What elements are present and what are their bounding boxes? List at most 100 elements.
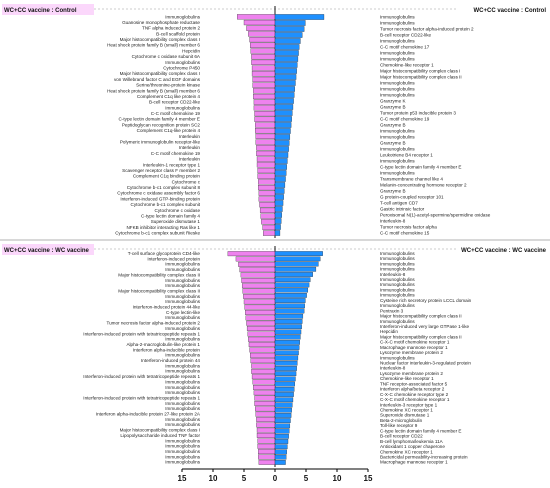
- bar-up: [274, 170, 287, 176]
- right-gene-label: C-X-C motif chemokine receptor 1: [380, 340, 450, 345]
- bar-down: [248, 336, 276, 342]
- left-gene-label: B-cell scaffold protein: [156, 31, 200, 36]
- left-gene-label: Interferon alpha-inducible protein 27-li…: [96, 412, 201, 417]
- right-gene-label: TNF receptor-associated factor 5: [380, 381, 448, 386]
- bar-down: [262, 224, 276, 231]
- panel-title-left: WC+CC vaccine : Control: [4, 8, 77, 14]
- bar-up: [274, 413, 292, 418]
- left-gene-label: NFKB inhibitor interacting Ras like 1: [126, 225, 200, 230]
- left-gene-label: Interleukin: [179, 145, 201, 150]
- right-gene-label: Immunoglobulins: [380, 303, 415, 308]
- bar-down: [245, 315, 276, 321]
- bar-down: [235, 256, 276, 262]
- right-gene-label: C-C motif chemokine 17: [380, 45, 430, 50]
- bar-down: [257, 443, 276, 449]
- bar-up: [274, 212, 282, 218]
- right-gene-label: Superoxide dismutase 1: [380, 413, 430, 418]
- bar-up: [274, 176, 286, 182]
- bar-down: [259, 207, 276, 213]
- bar-up: [274, 454, 287, 460]
- right-gene-label: Chemokine-like receptor 1: [380, 376, 434, 381]
- left-gene-label: Cytochrome b-c1 complex subunit Rieske: [115, 231, 200, 236]
- left-gene-label: Interferon-induced protein with tetratri…: [83, 395, 200, 400]
- panel-title-right: WC+CC vaccine : Control: [473, 8, 546, 14]
- right-gene-label: Granzyme B: [380, 105, 406, 110]
- left-gene-label: Immunoglobulins: [165, 363, 200, 368]
- bar-up: [274, 14, 325, 20]
- left-gene-label: Superoxide dismutase 1: [151, 219, 201, 224]
- bar-down: [252, 379, 276, 385]
- left-gene-label: Immunoglobulins: [165, 14, 200, 19]
- left-gene-label: Immunoglobulins: [165, 353, 200, 358]
- title-left-bg: [2, 244, 94, 255]
- bar-up: [274, 158, 288, 164]
- right-gene-label: Immunoglobulins: [380, 277, 415, 282]
- bar-down: [242, 288, 276, 294]
- bar-down: [258, 196, 276, 202]
- left-gene-label: Cytochrome P450: [163, 66, 200, 71]
- left-gene-label: Major histocompatibility complex class I: [120, 71, 200, 76]
- bar-down: [252, 76, 276, 83]
- left-gene-label: Scavenger receptor class F member 2: [122, 168, 200, 173]
- bar-down: [251, 54, 276, 60]
- right-gene-label: Immunoglobulins: [380, 81, 415, 86]
- bar-down: [261, 219, 276, 225]
- panel-1: WC+CC vaccine : Control WC+CC vaccine : C…: [0, 4, 550, 241]
- bar-up: [274, 218, 282, 224]
- bar-down: [245, 310, 276, 315]
- right-gene-label: Immunoglobulins: [380, 15, 415, 20]
- bar-down: [249, 347, 276, 353]
- right-gene-label: C-type lectin domain family 4 member E: [380, 428, 461, 433]
- bar-down: [252, 82, 276, 88]
- bar-up: [274, 334, 301, 340]
- bar-down: [250, 358, 276, 364]
- left-gene-label: Complement C1q like protein 4: [137, 94, 201, 99]
- left-gene-label: Serine/threonine-protein kinase: [136, 83, 200, 88]
- right-gene-label: Chemokine-like receptor 1: [380, 63, 434, 68]
- title-left-bg: [2, 4, 94, 15]
- left-gene-label: Peptidoglycan recognition protein SC2: [122, 122, 201, 127]
- bar-up: [274, 266, 317, 272]
- panel-title-left: WC+CC vaccine : WC vaccine: [4, 248, 90, 254]
- left-gene-label: Immunoglobulins: [165, 262, 200, 267]
- right-gene-label: Bactericidal permeability-increasing pro…: [380, 454, 468, 459]
- bar-up: [274, 428, 290, 434]
- left-gene-label: Heat shock protein family B (small) memb…: [107, 88, 200, 93]
- bar-up: [274, 50, 299, 56]
- bar-up: [274, 423, 291, 429]
- bar-down: [255, 406, 276, 412]
- right-gene-label: Chemokine XC receptor 1: [380, 449, 433, 454]
- left-gene-label: Immunoglobulins: [165, 60, 200, 65]
- left-gene-label: T-cell surface glycoprotein CD4-like: [128, 251, 201, 256]
- left-gene-label: Major histocompatibility complex class I: [120, 428, 200, 433]
- bar-down: [251, 71, 276, 77]
- bar-up: [274, 92, 295, 98]
- left-gene-label: Immunoglobulins: [165, 315, 200, 320]
- left-gene-label: Complement C1q binding protein: [133, 174, 201, 179]
- right-gene-label: Immunoglobulins: [380, 287, 415, 292]
- bar-down: [256, 145, 276, 151]
- right-gene-label: B-cell lymphoma/leukemia 11A: [380, 439, 444, 444]
- x-tick-label: 10: [333, 474, 342, 483]
- right-gene-label: Interferon-induced very large GTPase 1-l…: [380, 324, 470, 329]
- right-gene-label: Immunoglobulins: [380, 39, 415, 44]
- left-gene-label: Immunoglobulins: [165, 390, 200, 395]
- right-gene-label: Immunoglobulins: [380, 355, 415, 360]
- bar-up: [274, 206, 283, 212]
- bar-up: [274, 418, 291, 423]
- right-gene-label: Immunoglobulins: [380, 256, 415, 261]
- panel-title-right: WC+CC vaccine : WC vaccine: [461, 248, 547, 254]
- left-gene-label: Hepcidin: [182, 48, 200, 53]
- bar-down: [238, 261, 276, 267]
- bar-up: [274, 110, 293, 116]
- left-gene-label: Complement C1q-like protein 4: [137, 128, 201, 133]
- left-gene-label: von Willebrand factor C and EGF domains: [114, 77, 201, 82]
- right-gene-label: C-C motif chemokine 15: [380, 231, 430, 236]
- bar-down: [263, 230, 276, 236]
- bar-down: [256, 422, 276, 428]
- right-gene-label: Chemokine XC receptor 1: [380, 408, 433, 413]
- bar-down: [246, 25, 276, 31]
- bar-down: [240, 272, 276, 278]
- bar-down: [251, 368, 276, 374]
